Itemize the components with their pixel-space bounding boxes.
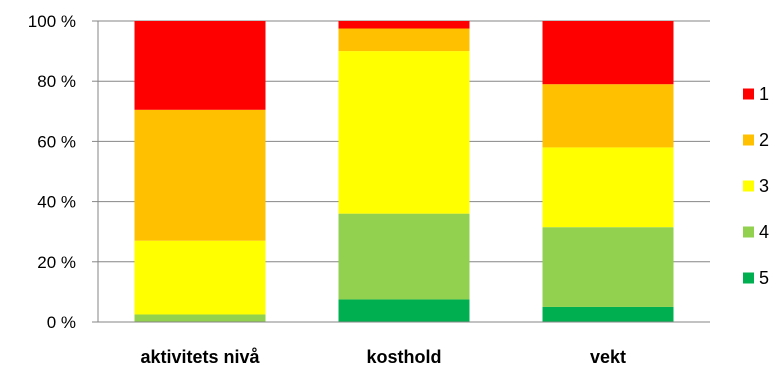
bar-segment <box>338 28 470 52</box>
y-tick-label: 80 % <box>37 72 76 91</box>
legend-label: 3 <box>759 176 769 196</box>
legend-swatch <box>743 134 754 146</box>
axes <box>92 20 710 323</box>
y-tick-labels: 0 % 20 % 40 % 60 % 80 % 100 % <box>28 12 76 332</box>
bar-segment <box>134 314 266 322</box>
bar-segment <box>542 147 674 228</box>
bar-segment <box>338 51 470 214</box>
legend-label: 4 <box>759 222 769 242</box>
y-tick-label: 60 % <box>37 132 76 151</box>
x-category-labels: aktivitets nivå kosthold vekt <box>140 347 626 367</box>
y-tick-label: 0 % <box>47 313 76 332</box>
bars <box>134 21 674 322</box>
legend-label: 2 <box>759 130 769 150</box>
bar-segment <box>542 227 674 307</box>
bar-segment <box>338 21 470 29</box>
legend-swatch <box>743 180 754 192</box>
x-category-label: aktivitets nivå <box>140 347 260 367</box>
y-tick-label: 100 % <box>28 12 76 31</box>
bar-segment <box>542 306 674 322</box>
y-tick-label: 20 % <box>37 253 76 272</box>
legend-label: 1 <box>759 84 769 104</box>
bar-segment <box>134 240 266 315</box>
legend-swatch <box>743 88 754 100</box>
x-category-label: vekt <box>590 347 626 367</box>
legend-label: 5 <box>759 268 769 288</box>
legend-swatch <box>743 272 754 284</box>
bar-segment <box>134 109 266 241</box>
bar-segment <box>338 299 470 322</box>
y-tick-label: 40 % <box>37 193 76 212</box>
x-category-label: kosthold <box>367 347 442 367</box>
bar-segment <box>542 21 674 85</box>
bar-segment <box>542 84 674 148</box>
bar-segment <box>134 21 266 110</box>
legend-swatch <box>743 226 754 238</box>
legend: 1 2 3 4 5 <box>743 84 769 288</box>
bar-segment <box>338 213 470 300</box>
